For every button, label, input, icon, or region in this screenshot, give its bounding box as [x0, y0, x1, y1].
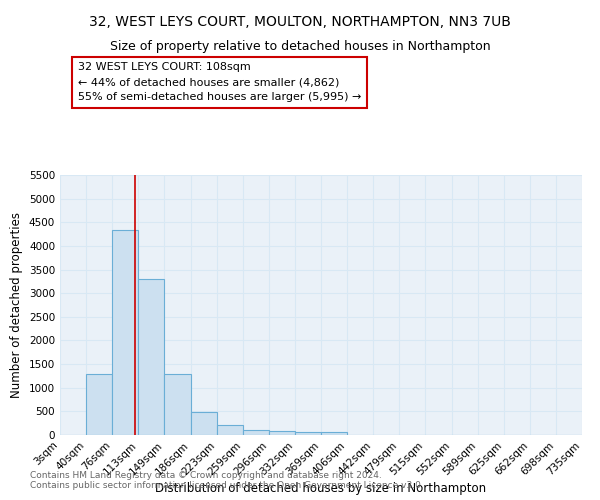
Bar [139, 279, 164, 435]
Bar [269, 432, 295, 435]
Bar [164, 374, 191, 435]
Text: Contains HM Land Registry data © Crown copyright and database right 2024.
Contai: Contains HM Land Registry data © Crown c… [30, 470, 424, 490]
Y-axis label: Number of detached properties: Number of detached properties [10, 212, 23, 398]
Bar [217, 425, 242, 435]
Text: 32 WEST LEYS COURT: 108sqm
← 44% of detached houses are smaller (4,862)
55% of s: 32 WEST LEYS COURT: 108sqm ← 44% of deta… [78, 62, 361, 102]
Bar [86, 374, 112, 435]
Bar [321, 432, 347, 435]
X-axis label: Distribution of detached houses by size in Northampton: Distribution of detached houses by size … [155, 482, 487, 496]
Text: Size of property relative to detached houses in Northampton: Size of property relative to detached ho… [110, 40, 490, 53]
Bar [242, 430, 269, 435]
Bar [112, 230, 139, 435]
Bar [295, 432, 321, 435]
Text: 32, WEST LEYS COURT, MOULTON, NORTHAMPTON, NN3 7UB: 32, WEST LEYS COURT, MOULTON, NORTHAMPTO… [89, 15, 511, 29]
Bar [191, 412, 217, 435]
